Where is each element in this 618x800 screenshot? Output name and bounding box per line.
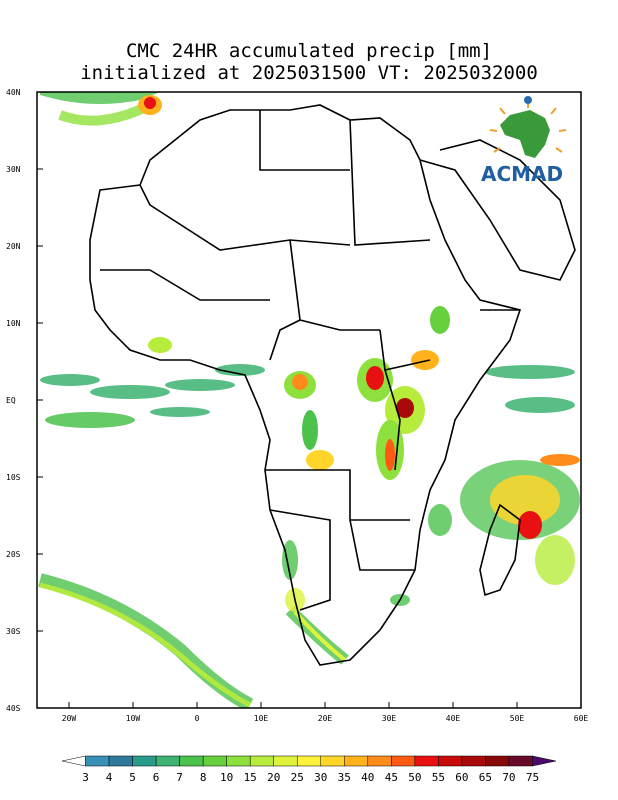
north-atlantic-precip — [40, 92, 162, 126]
colorbar-swatch — [438, 755, 463, 767]
lon-label-40e: 40E — [445, 714, 461, 723]
lat-label-10s: 10S — [6, 473, 21, 482]
colorbar-tick-label: 65 — [478, 771, 493, 784]
lon-label-10e: 10E — [253, 714, 269, 723]
colorbar-swatch — [61, 755, 86, 767]
central-africa-precip — [148, 306, 450, 480]
lon-label-10w: 10W — [125, 714, 141, 723]
lat-label-20n: 20N — [6, 242, 21, 251]
colorbar-swatch — [320, 755, 345, 767]
lon-label-20w: 20W — [61, 714, 77, 723]
lat-label-20s: 20S — [6, 550, 21, 559]
colorbar-swatch — [273, 755, 298, 767]
colorbar-tick-label: 40 — [361, 771, 375, 784]
colorbar-swatch — [179, 755, 204, 767]
southern-africa-precip — [282, 504, 452, 612]
colorbar-swatch — [132, 755, 157, 767]
map-title-line2: initialized at 2025031500 VT: 2025032000 — [80, 62, 538, 84]
colorbar-swatch — [249, 755, 274, 767]
colorbar-swatch — [391, 755, 416, 767]
equatorial-precip-band — [40, 364, 575, 428]
axis-ticks — [37, 91, 518, 708]
arabia-outline — [419, 139, 576, 281]
colorbar-swatch — [367, 755, 392, 767]
colorbar-tick-label: 10 — [220, 771, 234, 784]
lon-label-60e: 60E — [573, 714, 589, 723]
colorbar-swatch — [85, 755, 110, 767]
colorbar-tick-label: 50 — [408, 771, 422, 784]
colorbar-swatch — [226, 755, 251, 767]
lat-label-30n: 30N — [6, 165, 21, 174]
acmad-logo-text: ACMAD — [481, 162, 564, 186]
colorbar-tick-label: 75 — [525, 771, 540, 784]
africa-outline — [89, 104, 576, 666]
colorbar-tick-label: 55 — [431, 771, 445, 784]
colorbar-swatch — [344, 755, 369, 767]
colorbar-tick-label: 7 — [176, 771, 183, 784]
colorbar-swatch — [202, 755, 227, 767]
lat-label-10n: 10N — [6, 319, 21, 328]
lat-label-40s: 40S — [6, 704, 21, 713]
precip-field — [38, 92, 580, 708]
lat-label-30s: 30S — [6, 627, 21, 636]
lon-label-20e: 20E — [317, 714, 333, 723]
colorbar-tick-label: 6 — [152, 771, 160, 784]
colorbar-tick-label: 5 — [129, 771, 136, 784]
africa-map-sun-icon — [489, 96, 567, 158]
colorbar-swatch — [508, 755, 533, 767]
map-title-line1: CMC 24HR accumulated precip [mm] — [125, 40, 493, 62]
colorbar-tick-label: 45 — [384, 771, 398, 784]
colorbar-swatch — [485, 755, 510, 767]
colorbar-swatch — [108, 755, 133, 767]
colorbar-tick-label: 30 — [314, 771, 328, 784]
colorbar-tick-label: 70 — [502, 771, 516, 784]
colorbar-tick-label: 20 — [267, 771, 281, 784]
colorbar-tick-label: 60 — [455, 771, 469, 784]
lat-label-40n: 40N — [6, 88, 21, 97]
colorbar — [61, 755, 557, 767]
indian-ocean-precip — [460, 454, 580, 585]
colorbar-swatch — [296, 755, 322, 767]
colorbar-tick-label: 4 — [105, 771, 113, 784]
madagascar-outline — [479, 503, 521, 597]
colorbar-tick-label: 25 — [290, 771, 304, 784]
lon-label-0: 0 — [194, 714, 200, 723]
colorbar-tick-label: 15 — [243, 771, 257, 784]
colorbar-swatch — [155, 755, 180, 767]
colorbar-tick-label: 35 — [337, 771, 351, 784]
colorbar-swatch — [414, 755, 439, 767]
colorbar-swatch — [532, 755, 557, 767]
lat-label-eq: EQ — [6, 396, 16, 405]
lon-label-30e: 30E — [381, 714, 397, 723]
lon-label-50e: 50E — [509, 714, 525, 723]
colorbar-swatch — [461, 755, 486, 767]
colorbar-tick-label: 8 — [199, 771, 207, 784]
colorbar-tick-label: 3 — [82, 771, 89, 784]
